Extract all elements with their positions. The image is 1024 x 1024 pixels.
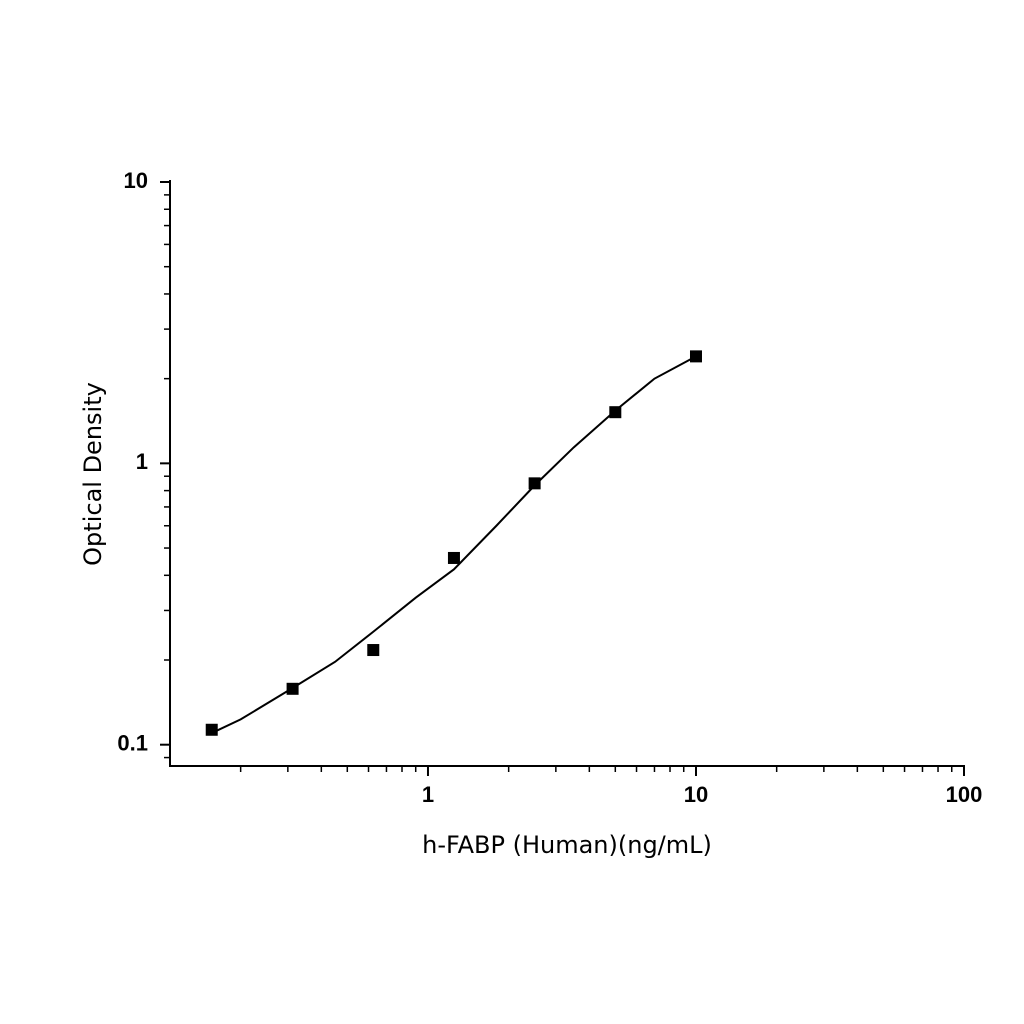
data-point: [689, 350, 702, 363]
y-axis-title: Optical Density: [79, 382, 107, 566]
data-point: [367, 644, 380, 657]
data-point: [286, 682, 299, 695]
data-point: [609, 406, 622, 419]
data-point: [528, 477, 541, 490]
y-tick-label: 10: [124, 168, 148, 193]
data-point: [205, 723, 218, 736]
fit-curve: [211, 355, 697, 734]
x-axis-title: h-FABP (Human)(ng/mL): [422, 831, 712, 859]
x-tick-label: 100: [946, 782, 983, 807]
data-point: [447, 551, 460, 564]
x-tick-label: 1: [422, 782, 434, 807]
y-tick-label: 0.1: [117, 731, 148, 756]
y-tick-label: 1: [136, 449, 148, 474]
x-tick-label: 10: [684, 782, 708, 807]
